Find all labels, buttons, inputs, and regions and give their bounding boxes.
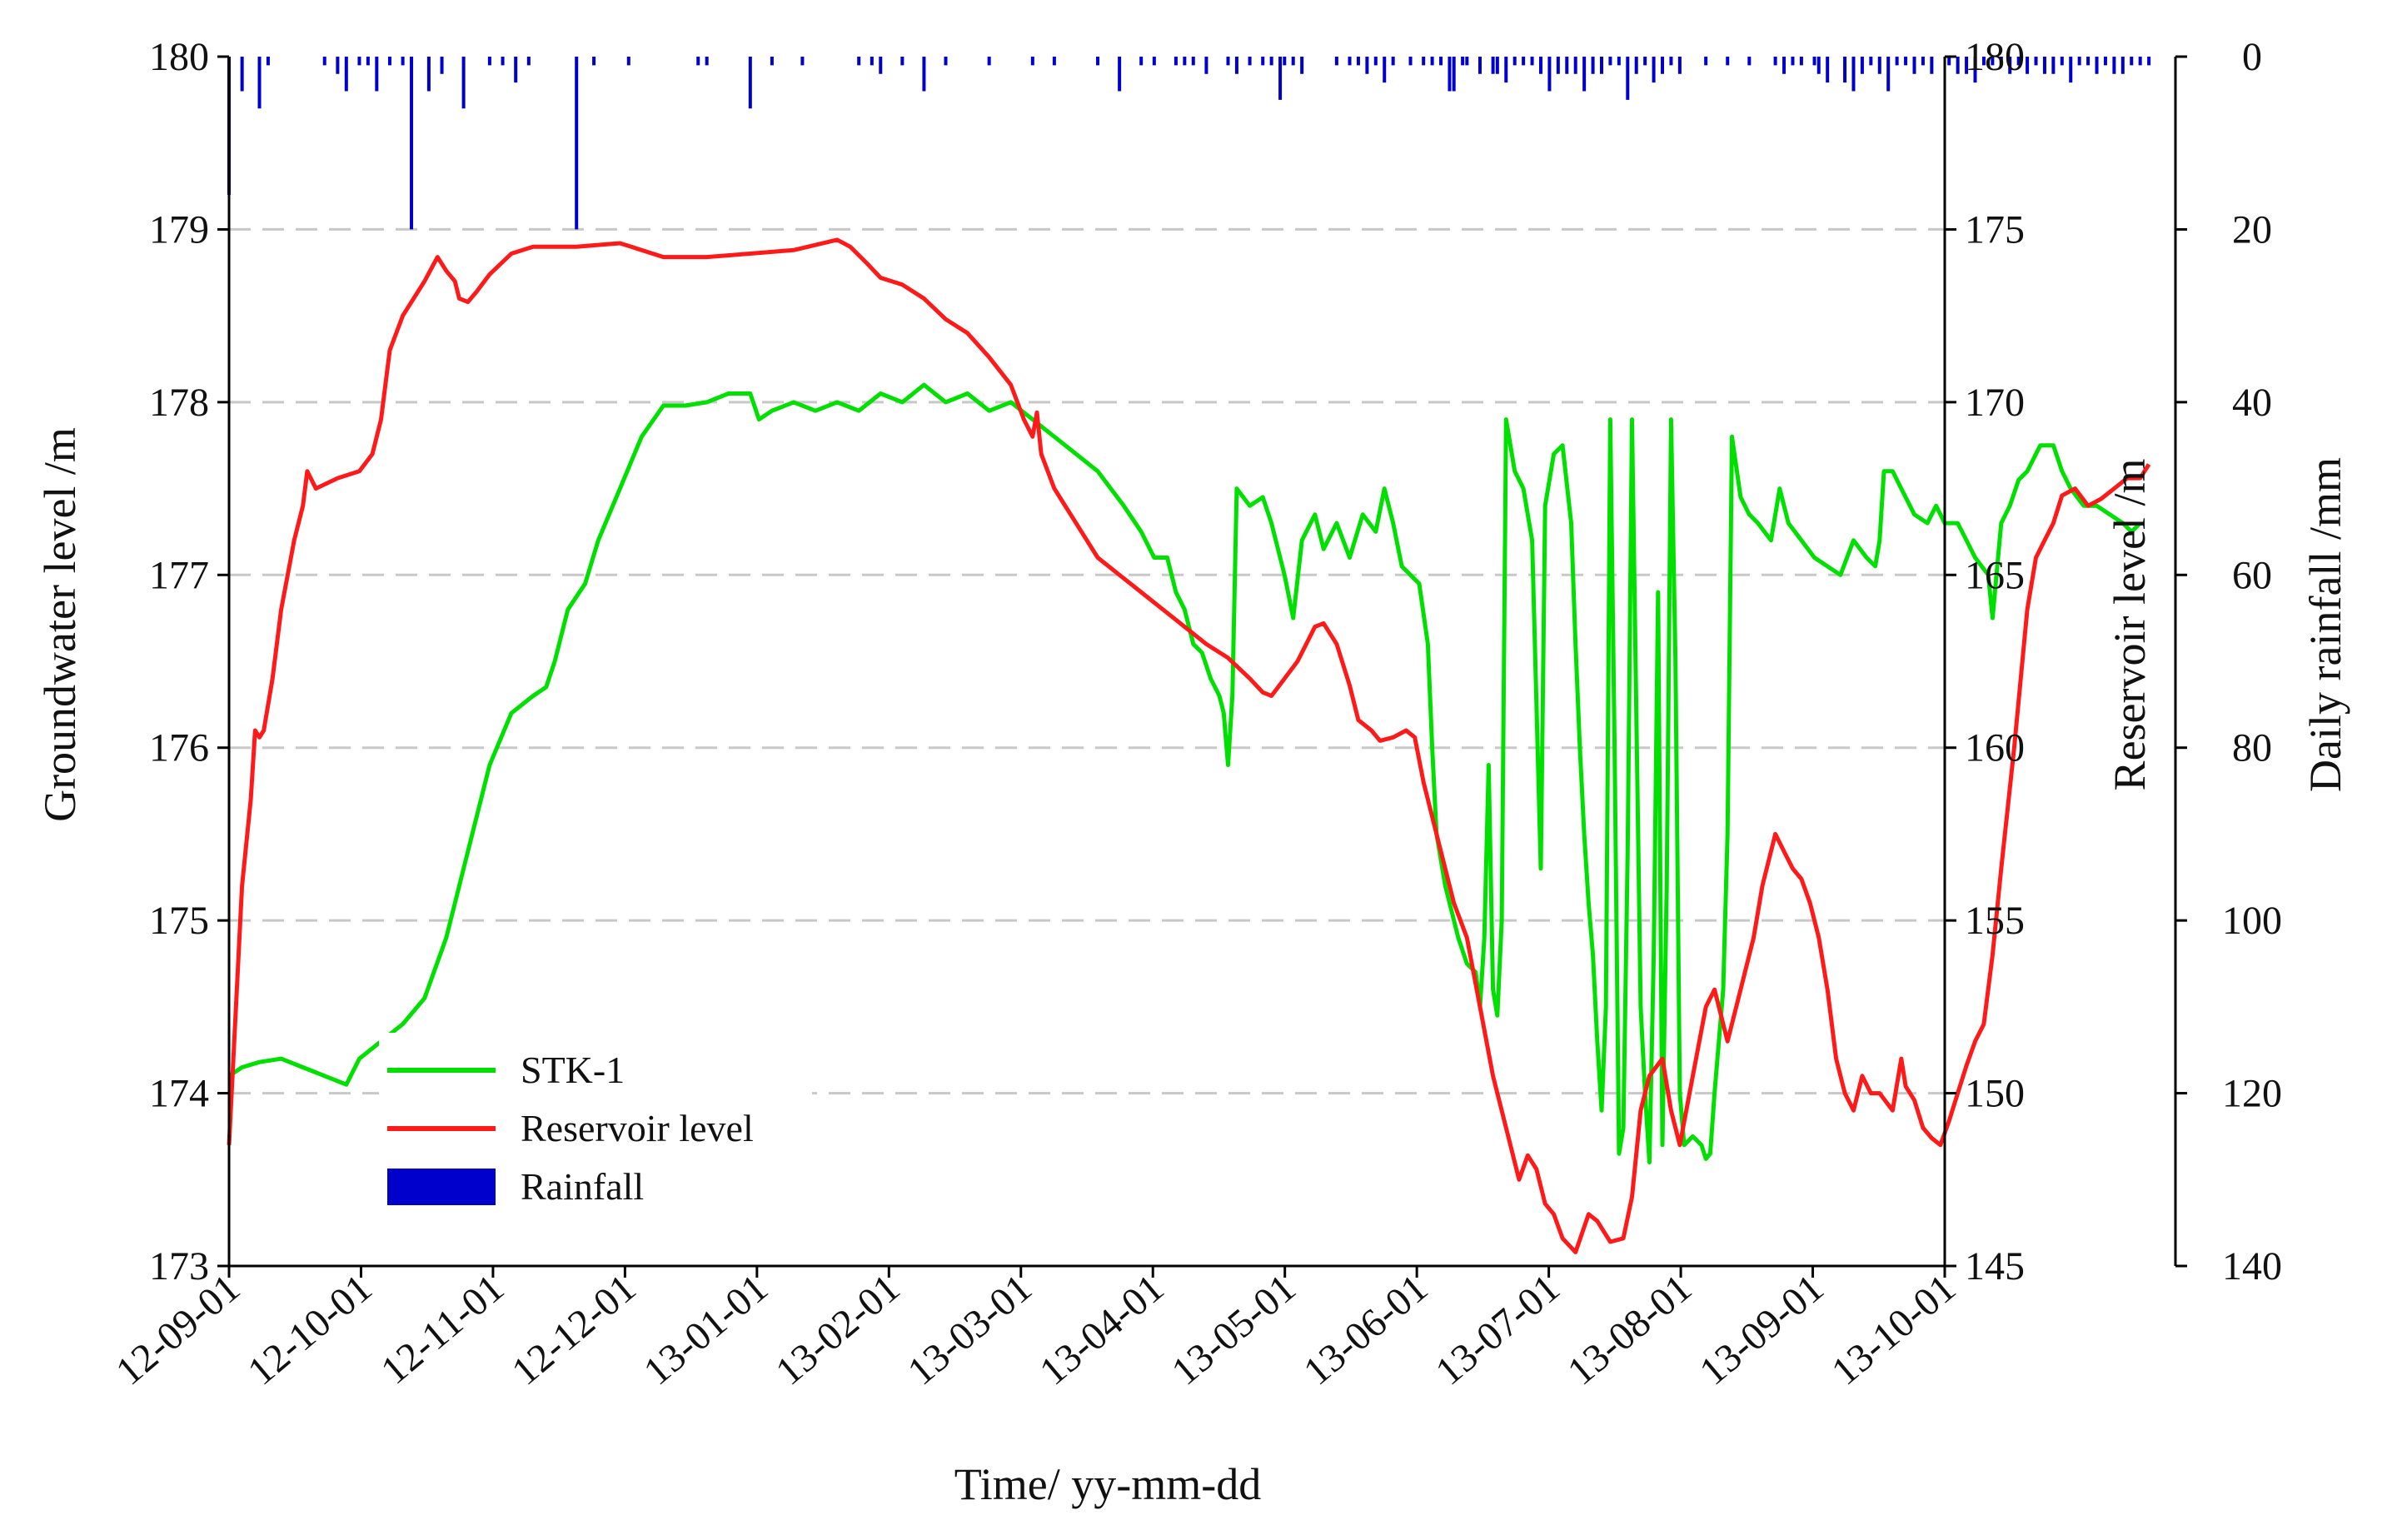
y-left-tick-label: 175 [149, 899, 209, 943]
y-right-tick-label: 175 [1965, 207, 2025, 252]
legend-label-rainfall: Rainfall [521, 1165, 644, 1208]
y-right-tick-label: 145 [1965, 1244, 2025, 1288]
x-tick-label: 13-04-01 [1031, 1266, 1172, 1394]
y-right-tick-label: 155 [1965, 899, 2025, 943]
rainfall-bars [227, 57, 2151, 230]
y-rain-tick-label: 140 [2222, 1244, 2282, 1288]
reservoir-line [227, 237, 2151, 1254]
legend-label-stk1: STK-1 [521, 1049, 625, 1091]
x-tick-label: 13-07-01 [1428, 1266, 1568, 1394]
x-tick-label: 12-10-01 [240, 1266, 381, 1394]
y-left-tick-label: 174 [149, 1072, 209, 1116]
x-axis-title: Time/ yy-mm-dd [954, 1459, 1262, 1509]
legend: STK-1 Reservoir level Rainfall [379, 1033, 812, 1233]
y-rain-tick-label: 100 [2222, 899, 2282, 943]
x-tick-label: 13-10-01 [1823, 1266, 1964, 1394]
stk1-line [227, 382, 2142, 1164]
y-left-tick-label: 177 [149, 553, 209, 597]
y-rain-tick-label: 0 [2242, 35, 2262, 79]
x-tick-label: 13-03-01 [899, 1266, 1040, 1394]
grid-lines [229, 227, 1945, 1095]
y-left-tick-label: 176 [149, 726, 209, 770]
y-rain-tick-label: 20 [2232, 207, 2272, 252]
x-tick-label: 13-09-01 [1692, 1266, 1832, 1394]
y-rain-tick-label: 40 [2232, 381, 2272, 425]
y-axis-left-title: Groundwater level /m [35, 427, 85, 822]
y-left-tick-label: 173 [149, 1244, 209, 1288]
x-tick-label: 13-05-01 [1164, 1266, 1304, 1394]
x-tick-label: 13-06-01 [1295, 1266, 1436, 1394]
y-rain-tick-label: 120 [2222, 1072, 2282, 1116]
y-rain-tick-label: 80 [2232, 726, 2272, 770]
y-right-tick-label: 170 [1965, 381, 2025, 425]
y-left-tick-label: 180 [149, 35, 209, 79]
y-right-tick-label: 160 [1965, 726, 2025, 770]
x-tick-label: 13-08-01 [1559, 1266, 1700, 1394]
x-tick-label: 12-12-01 [504, 1266, 645, 1394]
y-right-tick-label: 165 [1965, 553, 2025, 597]
series-lines [227, 237, 2151, 1254]
y-left-tick-label: 178 [149, 381, 209, 425]
y-axis-rain-title: Daily rainfall /mm [2300, 457, 2350, 792]
y-rain-tick-label: 60 [2232, 553, 2272, 597]
x-tick-label: 12-11-01 [372, 1266, 512, 1393]
legend-label-reservoir: Reservoir level [521, 1107, 754, 1149]
x-tick-label: 13-01-01 [635, 1266, 776, 1394]
y-axis-right-title: Reservoir level /m [2105, 459, 2155, 791]
x-tick-label: 13-02-01 [768, 1266, 909, 1394]
y-right-tick-label: 150 [1965, 1072, 2025, 1116]
legend-swatch-rainfall [387, 1169, 496, 1205]
y-right-tick-label: 180 [1965, 35, 2025, 79]
y-left-tick-label: 179 [149, 207, 209, 252]
